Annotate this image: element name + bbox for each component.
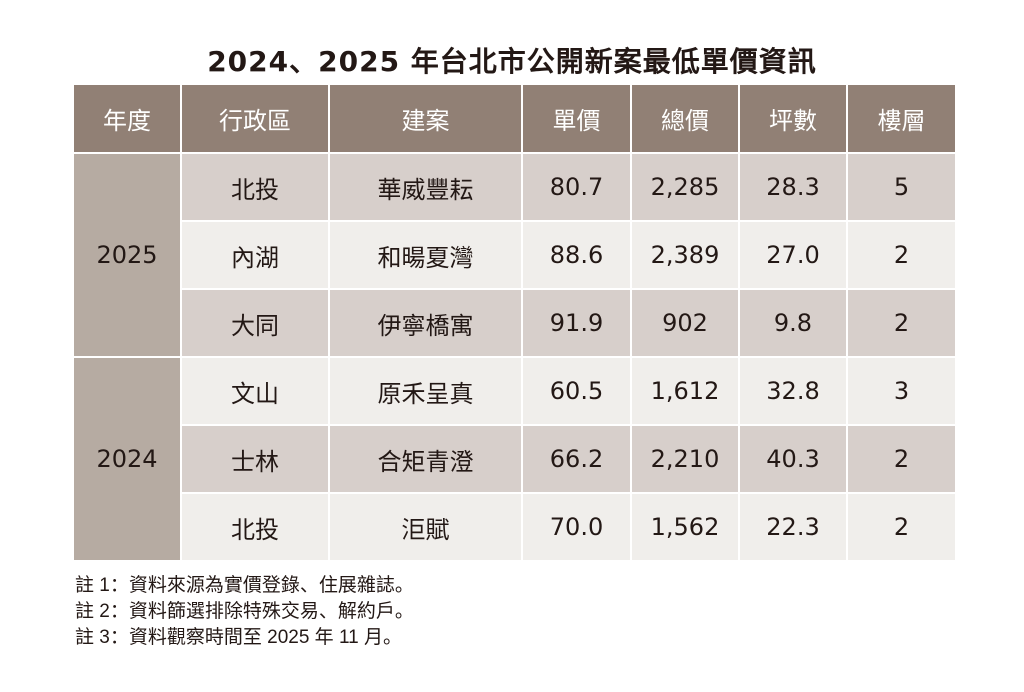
table-cell: 2,285 (630, 152, 740, 222)
table-cell: 88.6 (521, 220, 632, 290)
column-header: 年度 (72, 83, 182, 154)
table-cell: 66.2 (521, 424, 632, 494)
table-row: 北投 洰賦 70.0 1,562 22.3 2 (73, 492, 957, 562)
table-row: 2025 北投 華威豐耘 80.7 2,285 28.3 5 (72, 152, 957, 358)
table-cell: 40.3 (738, 424, 848, 494)
table-row: 士林 合矩青澄 66.2 2,210 40.3 2 (73, 424, 957, 494)
table-cell: 內湖 (180, 220, 330, 290)
table-row: 大同 伊寧橋寓 91.9 902 9.8 2 (73, 288, 957, 358)
table-cell: 文山 (180, 356, 330, 426)
table-cell: 22.3 (738, 492, 848, 562)
table-cell: 合矩青澄 (328, 424, 523, 494)
table-row: 內湖 和暘夏灣 88.6 2,389 27.0 2 (73, 220, 957, 290)
table-cell: 北投 (180, 492, 330, 562)
table-title: 2024、2025 年台北市公開新案最低單價資訊 (207, 45, 817, 78)
table-cell: 原禾呈真 (328, 356, 523, 426)
table-cell: 2,389 (630, 220, 740, 290)
table-cell: 洰賦 (328, 492, 523, 562)
table-cell: 902 (630, 288, 740, 358)
note: 註 1：資料來源為實價登錄、住展雜誌。 (75, 575, 414, 596)
table-cell: 1,612 (630, 356, 740, 426)
table-cell: 60.5 (521, 356, 632, 426)
table-cell: 32.8 (738, 356, 848, 426)
table-cell: 伊寧橋寓 (328, 288, 523, 358)
table-cell: 華威豐耘 (328, 152, 523, 222)
table-cell: 士林 (180, 424, 330, 494)
note: 註 2：資料篩選排除特殊交易、解約戶。 (75, 601, 414, 622)
table-cell: 2 (846, 288, 957, 358)
column-header: 坪數 (738, 83, 848, 154)
table-cell: 3 (846, 356, 957, 426)
table-cell: 北投 (180, 152, 330, 222)
table-cell: 和暘夏灣 (328, 220, 523, 290)
table-cell: 2 (846, 492, 957, 562)
table-cell: 70.0 (521, 492, 632, 562)
column-header: 建案 (328, 83, 523, 154)
column-header: 行政區 (180, 83, 330, 154)
notes: 註 1：資料來源為實價登錄、住展雜誌。 註 2：資料篩選排除特殊交易、解約戶。 … (75, 573, 414, 651)
table-cell: 2 (846, 424, 957, 494)
table-cell: 27.0 (738, 220, 848, 290)
year-cell: 2025 (72, 152, 182, 358)
table-cell: 2 (846, 220, 957, 290)
price-table: 年度 行政區 建案 單價 總價 坪數 樓層 2025 北投 華威豐耘 80.7 2,285 28.3 5… (72, 83, 957, 562)
table-cell: 28.3 (738, 152, 848, 222)
column-header: 樓層 (846, 83, 957, 154)
note: 註 3：資料觀察時間至 2025 年 11 月。 (75, 627, 402, 648)
table-cell: 9.8 (738, 288, 848, 358)
table-cell: 2,210 (630, 424, 740, 494)
table-cell: 91.9 (521, 288, 632, 358)
column-header: 總價 (630, 83, 740, 154)
table-row: 2024 文山 原禾呈真 60.5 1,612 32.8 3 (72, 356, 957, 562)
table-cell: 5 (846, 152, 957, 222)
table-cell: 大同 (180, 288, 330, 358)
table-cell: 1,562 (630, 492, 740, 562)
year-cell: 2024 (72, 356, 182, 562)
header-row: 年度 行政區 建案 單價 總價 坪數 樓層 (72, 83, 957, 154)
table-cell: 80.7 (521, 152, 632, 222)
column-header: 單價 (521, 83, 632, 154)
